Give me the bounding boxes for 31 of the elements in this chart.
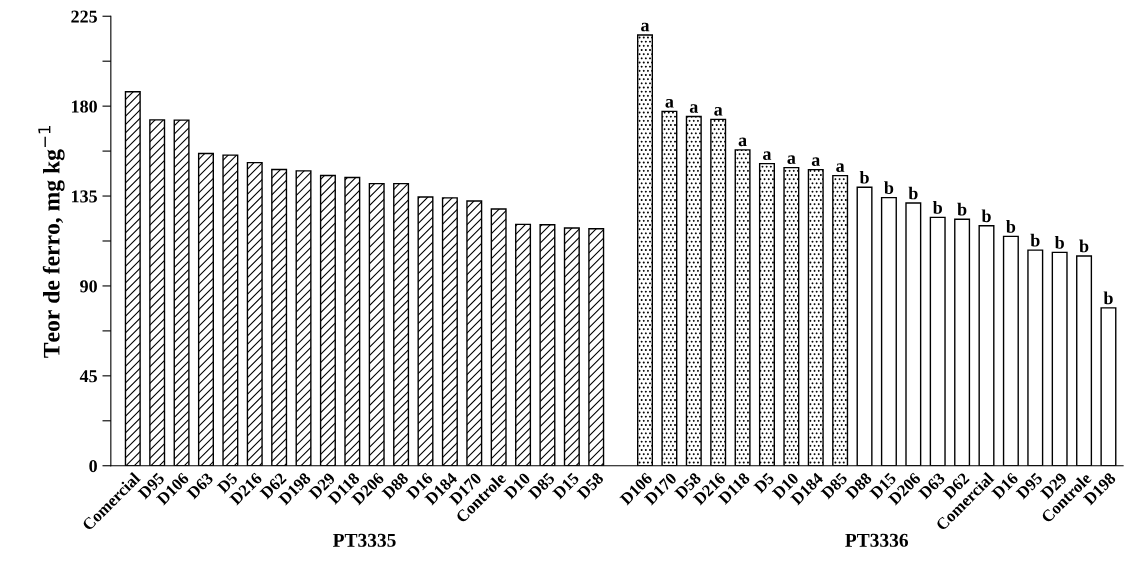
x-tick-label: D63: [186, 472, 214, 500]
data-label: b: [884, 181, 894, 194]
data-label: a: [836, 163, 845, 172]
data-label: a: [714, 107, 723, 116]
y-axis-title: Teor de ferro, mg kg$^{−1}$: [38, 126, 65, 358]
data-label: a: [738, 137, 747, 147]
x-tick-label: D5: [753, 472, 775, 494]
data-label: a: [665, 99, 674, 108]
y-tick-label: 180: [72, 100, 97, 113]
data-label: b: [1079, 239, 1089, 253]
data-label: a: [787, 155, 796, 164]
data-label: a: [641, 22, 650, 32]
data-label: b: [1030, 233, 1040, 247]
text: PT3336: [845, 533, 909, 547]
data-label: a: [689, 104, 699, 113]
y-tick-label: 135: [72, 190, 97, 203]
data-label: b: [1054, 236, 1064, 249]
y-tick-label: 45: [79, 370, 97, 383]
data-label: b: [1103, 291, 1113, 305]
data-label: a: [811, 157, 820, 166]
data-label: b: [859, 170, 869, 184]
y-tick-label: 90: [80, 280, 97, 293]
data-label: b: [932, 201, 942, 214]
text: PT3335: [332, 533, 396, 547]
data-label: a: [763, 151, 772, 161]
y-tick-label: 0: [89, 460, 97, 473]
data-label: b: [957, 202, 967, 216]
data-label: b: [1006, 220, 1016, 233]
data-label: b: [981, 209, 991, 223]
data-label: b: [908, 186, 918, 200]
y-tick-label: 225: [71, 10, 97, 23]
